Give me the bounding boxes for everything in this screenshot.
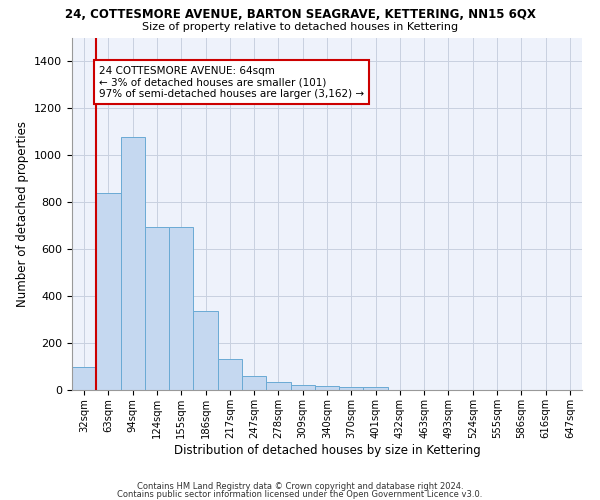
Text: Contains HM Land Registry data © Crown copyright and database right 2024.: Contains HM Land Registry data © Crown c…	[137, 482, 463, 491]
Bar	[145, 226, 169, 390]
Y-axis label: Number of detached properties: Number of detached properties	[16, 120, 29, 306]
Bar	[96, 192, 121, 390]
Text: 24 COTTESMORE AVENUE: 64sqm
← 3% of detached houses are smaller (101)
97% of sem: 24 COTTESMORE AVENUE: 64sqm ← 3% of deta…	[99, 66, 364, 99]
Bar	[72, 366, 96, 390]
Bar	[364, 387, 388, 390]
Bar	[169, 226, 193, 390]
Bar	[193, 312, 218, 390]
Bar	[266, 382, 290, 390]
Bar	[121, 138, 145, 390]
Bar	[218, 360, 242, 390]
Bar	[315, 386, 339, 390]
Text: Size of property relative to detached houses in Kettering: Size of property relative to detached ho…	[142, 22, 458, 32]
Text: Contains public sector information licensed under the Open Government Licence v3: Contains public sector information licen…	[118, 490, 482, 499]
Bar	[242, 376, 266, 390]
X-axis label: Distribution of detached houses by size in Kettering: Distribution of detached houses by size …	[173, 444, 481, 456]
Bar	[290, 385, 315, 390]
Bar	[339, 387, 364, 390]
Text: 24, COTTESMORE AVENUE, BARTON SEAGRAVE, KETTERING, NN15 6QX: 24, COTTESMORE AVENUE, BARTON SEAGRAVE, …	[65, 8, 535, 20]
